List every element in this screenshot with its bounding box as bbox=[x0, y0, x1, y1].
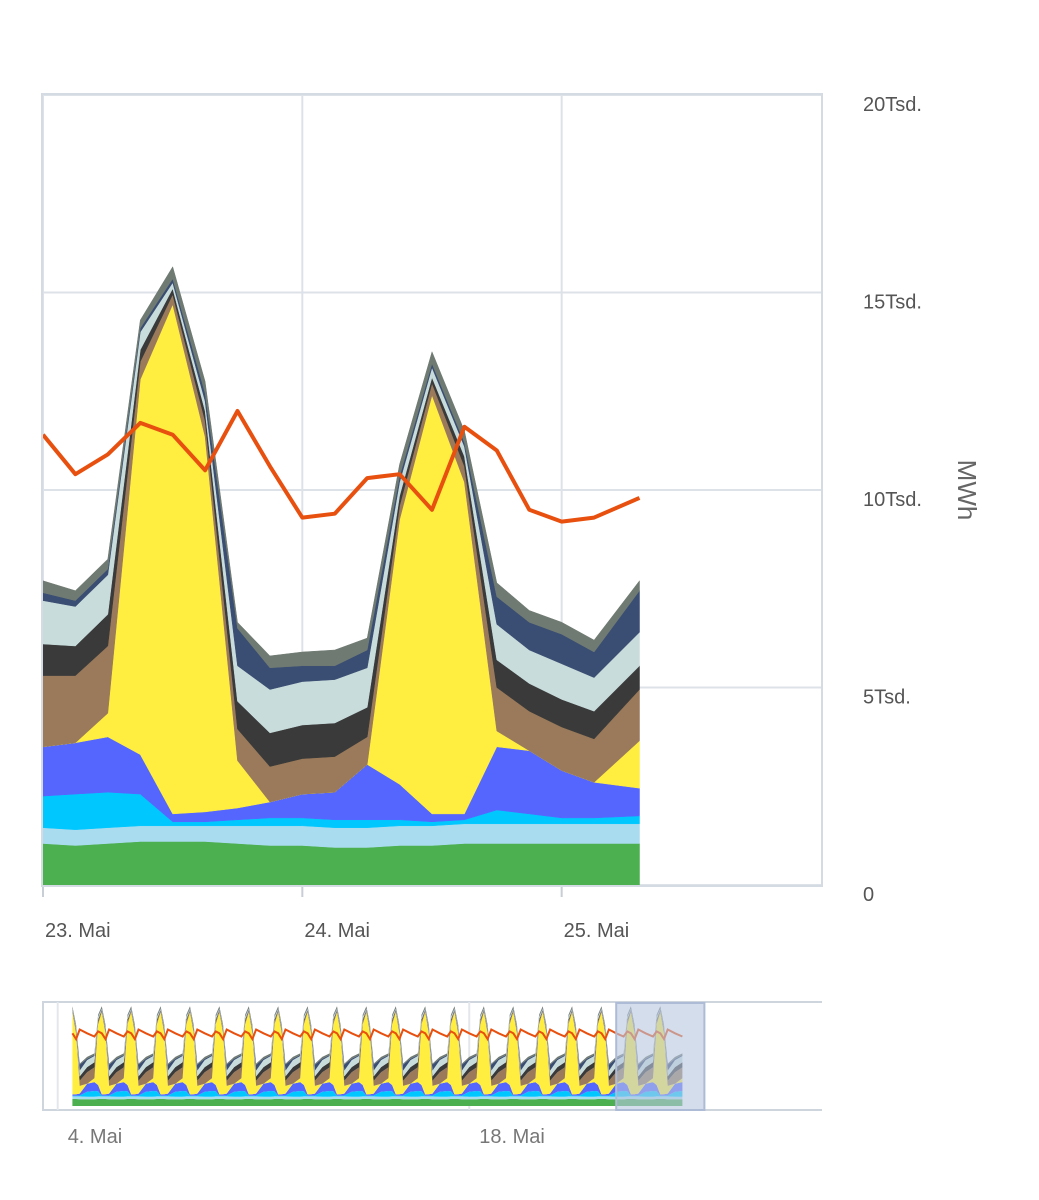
navigator-area-series-4 bbox=[72, 1082, 683, 1096]
y-axis-title: MWh bbox=[952, 460, 982, 521]
plot-frame bbox=[41, 93, 823, 887]
area-series-10 bbox=[42, 266, 640, 669]
x-tick-label: 23. Mai bbox=[45, 920, 111, 942]
navigator-area-series-2 bbox=[72, 1096, 683, 1100]
navigator-area-series-5 bbox=[72, 1012, 683, 1095]
area-series-1 bbox=[42, 841, 640, 886]
y-tick-label: 5Tsd. bbox=[863, 687, 911, 709]
demand-line bbox=[41, 409, 641, 524]
navigator-area-series-1 bbox=[72, 1099, 683, 1106]
navigator-area-layers bbox=[72, 1006, 683, 1106]
navigator-tick-labels: 4. Mai 18. Mai bbox=[68, 1126, 545, 1148]
navigator-selection-range[interactable] bbox=[615, 1002, 706, 1111]
x-axis-tick-labels: 23. Mai 24. Mai 25. Mai bbox=[45, 920, 629, 942]
navigator-demand-line bbox=[71, 1028, 683, 1042]
stacked-area-layers bbox=[42, 266, 640, 886]
x-tick-label: 25. Mai bbox=[564, 920, 630, 942]
navigator-area-series-8 bbox=[72, 1008, 683, 1077]
y-tick-label: 10Tsd. bbox=[863, 489, 922, 511]
y-tick-label: 15Tsd. bbox=[863, 292, 922, 314]
navigator-chart[interactable]: 4. Mai 18. Mai bbox=[0, 990, 1039, 1170]
x-tick-label: 24. Mai bbox=[304, 920, 370, 942]
y-axis-tick-labels: 0 5Tsd. 10Tsd. 15Tsd. 20Tsd. bbox=[863, 94, 922, 906]
navigator-tick-label: 18. Mai bbox=[479, 1126, 545, 1148]
navigator-area-series-3 bbox=[72, 1091, 683, 1097]
y-tick-label: 20Tsd. bbox=[863, 94, 922, 116]
y-tick-label: 0 bbox=[863, 884, 874, 906]
navigator-tick-label: 4. Mai bbox=[68, 1126, 122, 1148]
